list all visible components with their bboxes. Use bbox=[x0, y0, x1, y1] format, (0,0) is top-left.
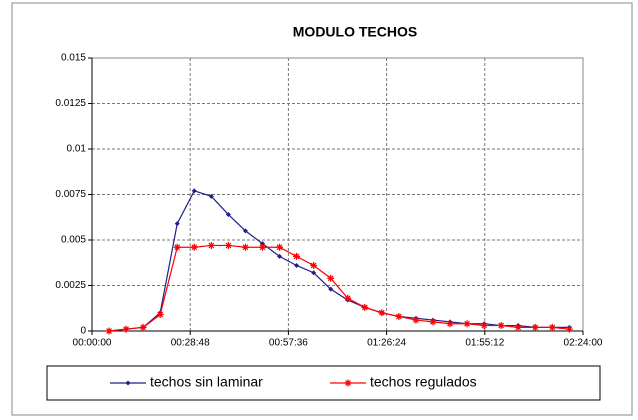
data-point bbox=[207, 241, 215, 249]
x-tick-label: 00:00:00 bbox=[73, 338, 112, 349]
data-point bbox=[156, 311, 164, 319]
series-line bbox=[108, 190, 570, 332]
data-point bbox=[242, 228, 248, 234]
data-point bbox=[565, 325, 573, 333]
y-tick-label: 0.01 bbox=[67, 144, 87, 155]
data-point bbox=[480, 322, 488, 330]
legend-label: techos regulados bbox=[370, 374, 477, 390]
data-point bbox=[514, 323, 522, 331]
data-point bbox=[294, 262, 300, 268]
data-point bbox=[191, 188, 197, 194]
y-tick-label: 0.0075 bbox=[55, 189, 86, 200]
data-point bbox=[173, 243, 181, 251]
y-tick-label: 0 bbox=[80, 326, 86, 337]
data-point bbox=[378, 309, 386, 317]
data-point bbox=[497, 322, 505, 330]
data-point bbox=[259, 241, 265, 247]
data-point bbox=[548, 323, 556, 331]
legend-label: techos sin laminar bbox=[150, 374, 263, 390]
data-point bbox=[105, 327, 113, 335]
data-point bbox=[531, 323, 539, 331]
data-point bbox=[190, 243, 198, 251]
x-tick-label: 00:28:48 bbox=[171, 338, 210, 349]
data-point bbox=[429, 318, 437, 326]
data-point bbox=[241, 243, 249, 251]
data-point bbox=[328, 286, 334, 292]
y-tick-label: 0.0025 bbox=[55, 280, 86, 291]
legend-marker bbox=[344, 379, 352, 387]
data-point bbox=[276, 243, 284, 251]
chart-title: MODULO TECHOS bbox=[293, 24, 417, 40]
data-point bbox=[139, 323, 147, 331]
data-point bbox=[225, 212, 231, 218]
data-point bbox=[277, 253, 283, 259]
data-point bbox=[293, 252, 301, 260]
data-point bbox=[412, 316, 420, 324]
x-tick-label: 01:55:12 bbox=[465, 338, 504, 349]
x-tick-label: 02:24:00 bbox=[564, 338, 603, 349]
y-tick-label: 0.0125 bbox=[55, 98, 86, 109]
data-point bbox=[327, 274, 335, 282]
data-point bbox=[122, 325, 130, 333]
data-point bbox=[208, 193, 214, 199]
data-point bbox=[311, 270, 317, 276]
data-point bbox=[258, 243, 266, 251]
data-point bbox=[344, 294, 352, 302]
x-tick-label: 00:57:36 bbox=[269, 338, 308, 349]
data-point bbox=[395, 312, 403, 320]
data-point bbox=[446, 320, 454, 328]
legend-marker bbox=[125, 380, 131, 386]
data-point bbox=[174, 221, 180, 227]
data-point bbox=[224, 241, 232, 249]
series-line bbox=[108, 244, 570, 332]
data-point bbox=[361, 303, 369, 311]
x-tick-label: 01:26:24 bbox=[367, 338, 406, 349]
y-tick-label: 0.005 bbox=[61, 235, 86, 246]
data-point bbox=[463, 320, 471, 328]
data-point bbox=[310, 261, 318, 269]
y-tick-label: 0.015 bbox=[61, 53, 86, 64]
